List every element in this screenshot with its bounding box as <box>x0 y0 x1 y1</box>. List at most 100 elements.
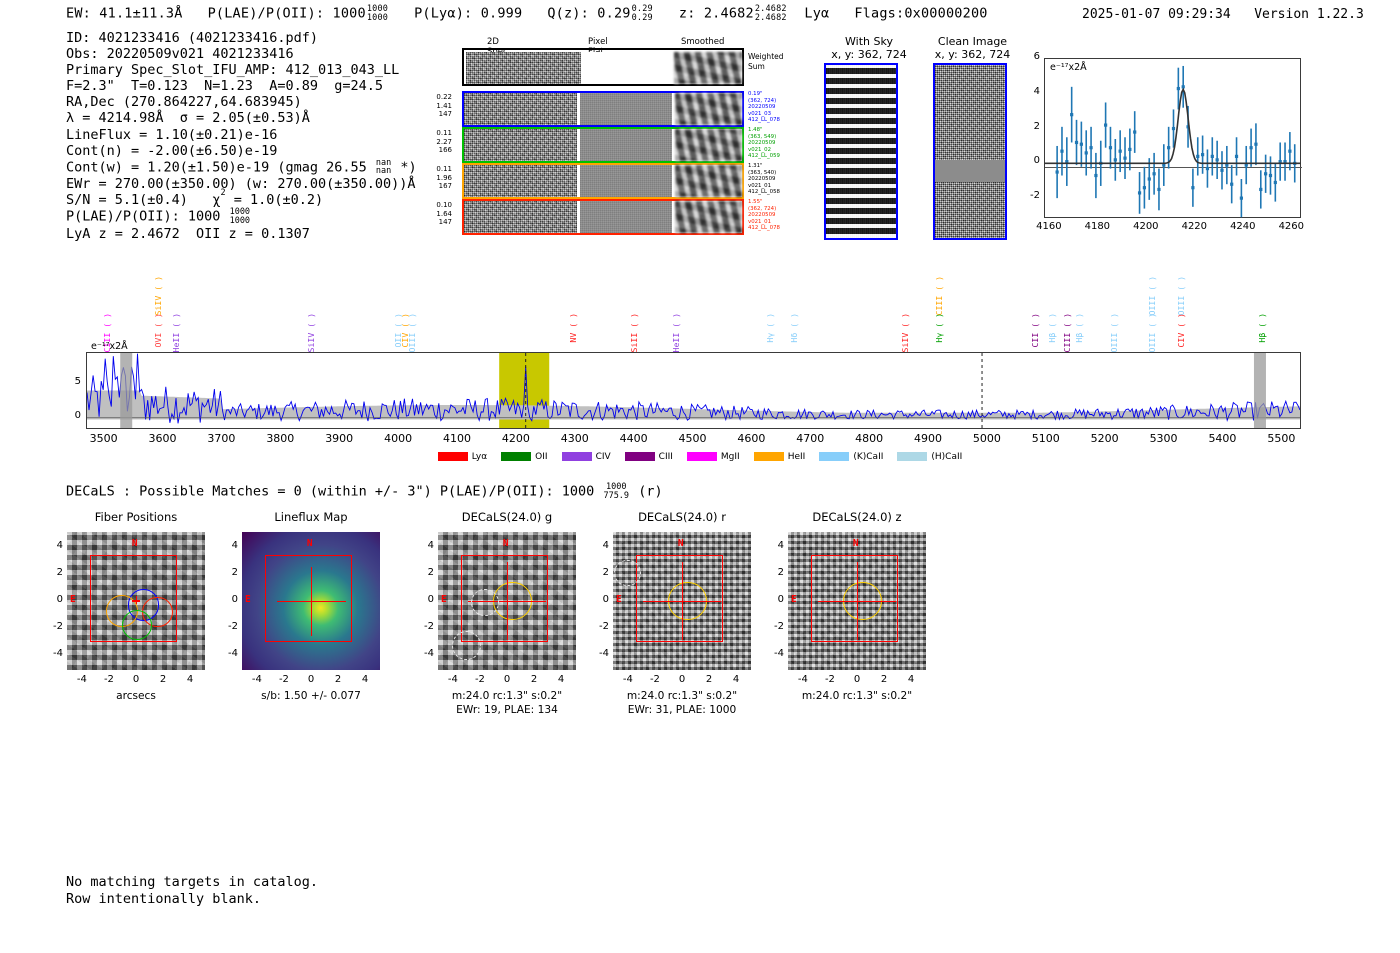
spectrum-line-label: OVI ( ) <box>152 313 163 348</box>
weighted-sum-label: Weighted Sum <box>748 52 784 71</box>
field-of-view-box <box>265 555 353 643</box>
panel-xtick: 0 <box>132 674 140 685</box>
panel-xtick: 0 <box>678 674 686 685</box>
info-primary-spec: Primary Spec_Slot_IFU_AMP: 412_013_043_L… <box>66 62 400 79</box>
spectrum-line-label: HeII ( ) <box>170 313 181 353</box>
spectrum-line-label: OIII ( ) <box>1146 313 1157 353</box>
info-cont-w: Cont(w) = 1.20(±1.50)e-19 (gmag 26.55 na… <box>66 157 417 177</box>
panel-ytick: 4 <box>56 539 63 551</box>
spectrum-legend: Lyα OII CIV CIII MgII HeII (K)CaII (H)CaII <box>0 452 1400 462</box>
spectrum-xtick: 4100 <box>442 432 471 445</box>
spectrum-line-label: Hγ ( ) <box>933 313 944 343</box>
panel-title-0: Fiber Positions <box>94 510 178 524</box>
spectrum-line-label: OIII ( ) <box>1108 313 1119 353</box>
panel-xtick: 4 <box>557 674 565 685</box>
compass-north: N <box>677 537 684 549</box>
panel-ytick: 0 <box>56 594 63 605</box>
spec2d-row <box>462 199 744 235</box>
zoom-xtick: 4240 <box>1230 221 1256 232</box>
panel-ytick: -2 <box>599 621 609 633</box>
zoom-xtick: 4180 <box>1084 221 1111 232</box>
crosshair-v <box>310 566 312 636</box>
report-version: Version 1.22.3 <box>1254 7 1364 22</box>
panel-ytick: 2 <box>231 566 238 578</box>
legend-label: MgII <box>720 452 740 462</box>
panel-xlabel: arcsecs <box>116 690 156 702</box>
panel-xtick: 2 <box>334 674 342 685</box>
header-plya: P(Lyα): 0.999 <box>414 5 523 22</box>
compass-north: N <box>131 537 138 549</box>
legend-color-chip <box>897 452 928 461</box>
spectrum-xtick: 3800 <box>266 432 295 445</box>
zoom-ytick: -2 <box>1030 190 1040 202</box>
spectrum-line-label: Hβ ( ) <box>1073 313 1084 343</box>
legend-label: OII <box>535 452 548 462</box>
info-radec: RA,Dec (270.864227,64.683945) <box>66 94 302 111</box>
header-qz: Q(z): 0.29 <box>547 5 631 22</box>
info-seeing: F=2.3" T=0.123 N=1.23 A=0.89 g=24.5 <box>66 78 383 95</box>
spectrum-svg <box>87 353 1300 428</box>
spectrum-xtick: 3900 <box>325 432 354 445</box>
compass-east: E <box>791 594 797 606</box>
legend-label: (K)CaII <box>853 452 884 462</box>
info-obs: Obs: 20220509v021 4021233416 <box>66 46 294 63</box>
compass-east: E <box>616 594 622 606</box>
legend-color-chip <box>437 452 468 461</box>
target-marker-v <box>135 596 137 605</box>
panel-caption: m:24.0 rc:1.3" s:0.2" <box>801 690 913 702</box>
panel-ytick: 2 <box>56 566 63 578</box>
panel-xtick: -4 <box>76 674 87 685</box>
header-plae-fraction: 1000 1000 <box>366 4 389 23</box>
spectrum-xtick: 3700 <box>207 432 236 445</box>
compass-east: E <box>441 594 447 606</box>
spectrum-ytick: 5 <box>74 375 81 387</box>
lineflux-heatmap <box>242 532 380 670</box>
legend-entry: MgII <box>686 452 740 462</box>
cutout-withsky-title: With Sky x, y: 362, 724 <box>831 35 907 61</box>
catalog-source-circle <box>451 631 481 661</box>
panel-xtick: 4 <box>361 674 369 685</box>
panel-xtick: -4 <box>622 674 633 685</box>
legend-label: HeII <box>787 452 806 462</box>
spec2d-row-right-labels: 1.48" (363, 549) 20220509 v021_02 412_LL… <box>748 127 780 160</box>
legend-label: CIII <box>658 452 673 462</box>
legend-label: CIV <box>595 452 611 462</box>
panel-ytick: -4 <box>774 648 784 660</box>
zoom-flux-annotation: e⁻¹⁷x2Å <box>1050 62 1087 73</box>
panel-title-4: DECaLS(24.0) z <box>812 510 902 524</box>
panel-ytick: 4 <box>427 539 434 551</box>
spectrum-line-label: CIV ( ) <box>1176 313 1187 348</box>
spec2d-row-left-labels: 0.11 2.27 166 <box>436 129 452 155</box>
legend-color-chip <box>819 452 850 461</box>
zoom-ytick: 0 <box>1033 155 1040 167</box>
decals-plae-fraction: 1000 775.9 <box>603 482 630 501</box>
cutout-clean-image <box>933 63 1007 240</box>
spectrum-line-label: CII ( ) <box>1030 313 1041 348</box>
spec2d-row-left-labels: 0.22 1.41 147 <box>436 93 452 119</box>
report-timestamp: 2025-01-07 09:29:34 <box>1082 7 1231 22</box>
legend-color-chip <box>501 452 532 461</box>
footer-line-1: No matching targets in catalog. <box>66 874 318 890</box>
panel-xtick: -2 <box>649 674 660 685</box>
cutout-clean-title: Clean Image x, y: 362, 724 <box>934 35 1011 61</box>
panel-xtick: -2 <box>103 674 114 685</box>
spectrum-xtick: 4400 <box>619 432 648 445</box>
spectrum-xtick: 3500 <box>89 432 118 445</box>
panel-ytick: 2 <box>427 566 434 578</box>
footer-line-2: Row intentionally blank. <box>66 891 262 907</box>
crosshair-v <box>856 562 858 640</box>
panel-ytick: -2 <box>774 621 784 633</box>
spectrum-line-label: SiIV ( ) <box>305 313 316 353</box>
panel-ytick: -4 <box>53 648 63 660</box>
spectrum-xtick: 5000 <box>972 432 1001 445</box>
fiber-circle <box>121 609 152 641</box>
crosshair-v <box>681 562 683 640</box>
panel-ytick: 2 <box>777 566 784 578</box>
panel-caption-2: EWr: 19, PLAE: 134 <box>456 704 558 716</box>
panel-ytick: 4 <box>602 539 609 551</box>
